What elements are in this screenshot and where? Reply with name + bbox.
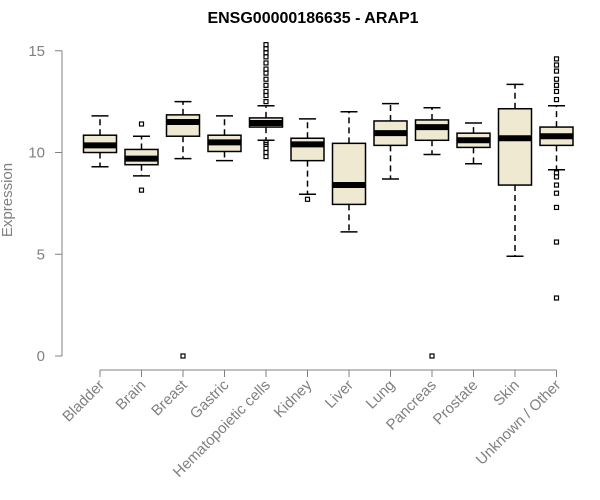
outlier-point — [138, 121, 145, 127]
plot-area — [82, 42, 574, 359]
outlier-point — [553, 295, 560, 301]
outlier-point — [263, 99, 269, 105]
outlier-point — [263, 149, 269, 156]
x-tick-label: Bladder — [59, 377, 108, 426]
x-tick-label: Lung — [363, 377, 399, 413]
outlier-point — [138, 187, 145, 193]
chart-title: ENSG00000186635 - ARAP1 — [207, 10, 418, 27]
outlier-point — [263, 70, 269, 76]
outlier-point — [553, 174, 560, 180]
box-hematopoietic-cells — [248, 42, 284, 160]
box-breast — [165, 100, 201, 359]
outlier-point — [553, 96, 560, 103]
outlier-point — [263, 66, 269, 72]
x-tick-label: Liver — [322, 377, 357, 412]
y-tick-label: 15 — [28, 43, 45, 60]
outlier-point — [553, 88, 560, 95]
outlier-point — [553, 190, 560, 196]
box-liver — [331, 111, 367, 233]
y-axis-label: Expression — [0, 163, 16, 237]
x-tick-label: Breast — [148, 376, 191, 419]
box-skin — [497, 83, 533, 258]
x-tick-label: Prostate — [430, 377, 482, 429]
y-tick-label: 5 — [37, 246, 45, 263]
outlier-point — [263, 139, 269, 145]
outlier-point — [263, 92, 269, 99]
outlier-point — [263, 46, 269, 52]
outlier-point — [553, 182, 560, 188]
iqr-box — [497, 107, 533, 186]
outlier-point — [263, 42, 269, 48]
outlier-point — [553, 239, 560, 245]
iqr-box — [331, 142, 367, 206]
outlier-point — [180, 353, 186, 359]
box-unknown-other — [539, 56, 574, 301]
iqr-box — [414, 119, 450, 142]
outlier-point — [553, 76, 560, 82]
outlier-point — [553, 204, 560, 211]
outlier-point — [553, 56, 560, 62]
outlier-point — [553, 68, 560, 74]
iqr-box — [165, 114, 201, 137]
box-pancreas — [414, 106, 450, 359]
y-axis: 0 5 10 15 — [28, 43, 63, 365]
box-prostate — [456, 122, 491, 165]
y-tick-label: 0 — [37, 348, 45, 365]
outlier-point — [263, 76, 269, 82]
outlier-point — [263, 88, 269, 95]
outlier-point — [553, 62, 560, 68]
outlier-point — [263, 145, 269, 152]
outlier-point — [553, 82, 560, 88]
outlier-point — [263, 50, 269, 56]
x-tick-label: Skin — [490, 377, 523, 410]
outlier-point — [263, 153, 269, 160]
outlier-point — [553, 170, 560, 176]
outlier-point — [429, 353, 435, 359]
outlier-point — [263, 82, 269, 88]
y-tick-label: 10 — [28, 145, 45, 162]
box-brain — [124, 121, 159, 193]
outlier-point — [263, 54, 269, 60]
box-kidney — [290, 118, 325, 202]
outlier-point — [263, 60, 269, 66]
x-tick-label: Kidney — [271, 376, 316, 421]
box-bladder — [82, 115, 118, 168]
x-tick-label: Brain — [113, 377, 150, 414]
box-gastric — [207, 115, 242, 162]
outlier-point — [304, 196, 311, 202]
box-lung — [373, 102, 408, 180]
